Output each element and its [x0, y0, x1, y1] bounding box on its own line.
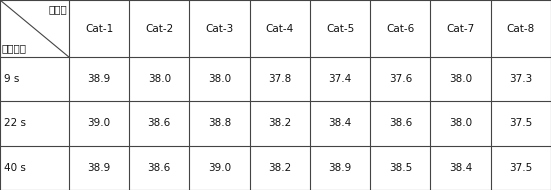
Text: 38.9: 38.9	[88, 163, 111, 173]
Text: 38.9: 38.9	[88, 74, 111, 84]
Text: 38.4: 38.4	[328, 119, 352, 128]
Text: 37.8: 37.8	[268, 74, 291, 84]
Text: 38.0: 38.0	[449, 119, 472, 128]
Text: 催化剂: 催化剂	[48, 4, 67, 14]
Text: 38.0: 38.0	[208, 74, 231, 84]
Text: 39.0: 39.0	[208, 163, 231, 173]
Text: 38.6: 38.6	[388, 119, 412, 128]
Text: Cat-7: Cat-7	[446, 24, 475, 33]
Text: 38.6: 38.6	[148, 163, 171, 173]
Text: 38.4: 38.4	[449, 163, 472, 173]
Text: Cat-5: Cat-5	[326, 24, 354, 33]
Text: Cat-2: Cat-2	[145, 24, 174, 33]
Text: 37.5: 37.5	[509, 119, 532, 128]
Text: Cat-1: Cat-1	[85, 24, 113, 33]
Text: 38.2: 38.2	[268, 163, 291, 173]
Text: 实验条件: 实验条件	[2, 43, 27, 53]
Text: 37.5: 37.5	[509, 163, 532, 173]
Text: 38.2: 38.2	[268, 119, 291, 128]
Text: 38.5: 38.5	[388, 163, 412, 173]
Text: Cat-6: Cat-6	[386, 24, 414, 33]
Text: 38.0: 38.0	[449, 74, 472, 84]
Text: 38.9: 38.9	[328, 163, 352, 173]
Text: 39.0: 39.0	[88, 119, 111, 128]
Text: Cat-8: Cat-8	[507, 24, 535, 33]
Text: 9 s: 9 s	[4, 74, 19, 84]
Text: 37.6: 37.6	[388, 74, 412, 84]
Text: 38.0: 38.0	[148, 74, 171, 84]
Text: 40 s: 40 s	[4, 163, 26, 173]
Text: Cat-4: Cat-4	[266, 24, 294, 33]
Text: 37.3: 37.3	[509, 74, 532, 84]
Text: 22 s: 22 s	[4, 119, 26, 128]
Text: 38.8: 38.8	[208, 119, 231, 128]
Text: 38.6: 38.6	[148, 119, 171, 128]
Text: Cat-3: Cat-3	[206, 24, 234, 33]
Text: 37.4: 37.4	[328, 74, 352, 84]
